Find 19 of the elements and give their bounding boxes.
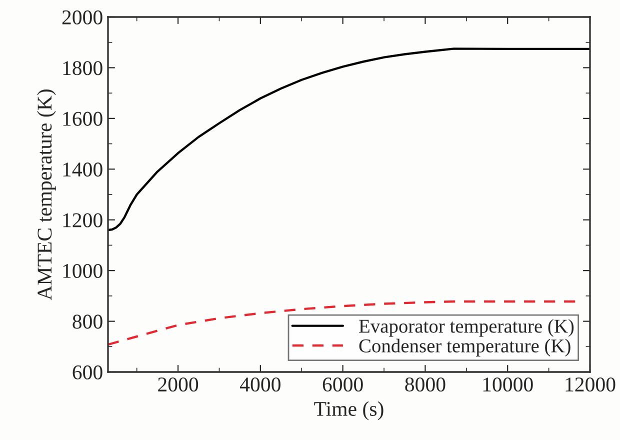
y-tick-label: 1400 — [63, 162, 102, 177]
y-tick-label: 1000 — [63, 264, 102, 278]
x-tick-label: 2000 — [158, 377, 198, 392]
legend-label: Condenser temperature (K) — [359, 338, 570, 356]
x-tick-label: 6000 — [322, 377, 363, 392]
y-tick-label: 1200 — [63, 213, 102, 228]
legend-label: Evaporator temperature (K) — [359, 319, 574, 337]
y-tick-label: 1600 — [63, 112, 102, 126]
y-tick-label: 1800 — [63, 61, 102, 76]
x-tick-label: 10000 — [483, 377, 533, 392]
x-tick-label: 8000 — [405, 377, 446, 392]
y-tick-label: 600 — [72, 365, 102, 380]
x-tick-label: 4000 — [240, 377, 280, 392]
y-axis-title: AMTEC temperature (K) — [37, 90, 56, 300]
x-axis-title: Time (s) — [314, 401, 384, 420]
y-tick-label: 800 — [72, 314, 102, 329]
x-tick-label: 12000 — [566, 377, 616, 392]
line-series — [108, 48, 590, 232]
y-tick-label: 2000 — [62, 10, 102, 24]
